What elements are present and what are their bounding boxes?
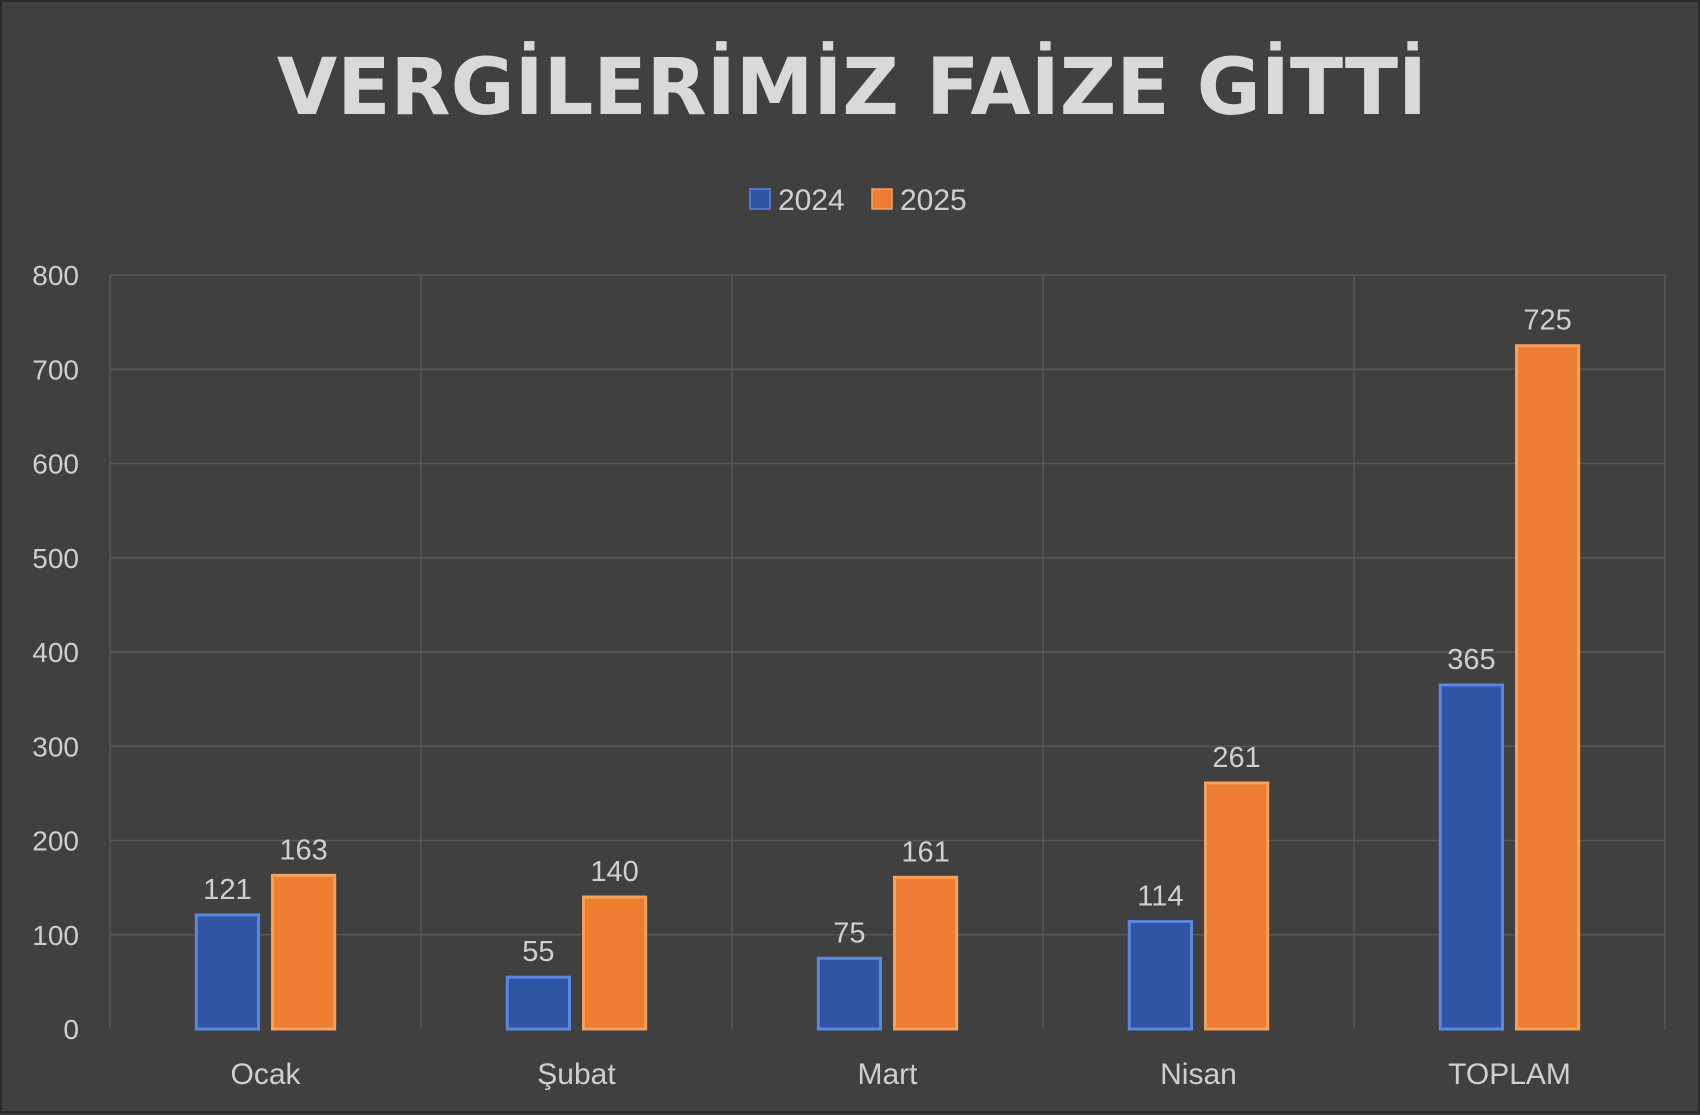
data-label: 163 (279, 834, 327, 866)
bar-2024-Şubat (505, 975, 572, 1031)
y-tick-label: 100 (32, 920, 79, 951)
y-tick-label: 200 (32, 826, 79, 857)
gridlines (109, 274, 1666, 1029)
x-axis: Ocak Şubat Mart Nisan TOPLAM (230, 1058, 1570, 1091)
x-tick-label: TOPLAM (1448, 1058, 1571, 1091)
x-tick-label: Mart (858, 1058, 919, 1091)
data-label: 55 (522, 936, 554, 968)
y-tick-label: 600 (32, 449, 79, 480)
legend-label-2024: 2024 (778, 184, 845, 217)
data-label: 114 (1137, 881, 1183, 913)
legend-label-2025: 2025 (900, 184, 967, 217)
bars (194, 344, 1581, 1031)
bar-2025-Mart (892, 875, 959, 1031)
y-axis: 0 100 200 300 400 500 600 700 800 (32, 260, 79, 1045)
legend-swatch-2025 (871, 188, 893, 210)
data-label: 261 (1212, 742, 1260, 774)
data-labels: 121 163 55 140 75 161 114 261 365 725 (203, 305, 1572, 968)
bar-2024-TOPLAM (1438, 683, 1505, 1031)
data-label: 365 (1447, 644, 1495, 676)
x-tick-label: Şubat (537, 1058, 616, 1091)
data-label: 75 (833, 917, 865, 949)
x-tick-label: Nisan (1160, 1058, 1237, 1091)
chart-title: VERGİLERİMİZ FAİZE GİTTİ (277, 41, 1427, 133)
y-tick-label: 800 (32, 260, 79, 291)
y-tick-label: 400 (32, 637, 79, 668)
bar-2025-TOPLAM (1514, 344, 1581, 1031)
bar-2024-Ocak (194, 913, 261, 1031)
data-label: 121 (203, 874, 251, 906)
data-label: 140 (590, 856, 638, 888)
y-tick-label: 300 (32, 731, 79, 762)
bar-2024-Mart (816, 956, 883, 1031)
data-label: 725 (1523, 305, 1571, 337)
y-tick-label: 0 (63, 1014, 79, 1045)
bar-2025-Ocak (270, 873, 337, 1031)
bar-2024-Nisan (1127, 920, 1194, 1031)
y-tick-label: 500 (32, 543, 79, 574)
y-tick-label: 700 (32, 354, 79, 385)
legend: 2024 2025 (749, 184, 967, 217)
bar-2025-Nisan (1203, 781, 1270, 1031)
data-label: 161 (901, 836, 949, 868)
legend-swatch-2024 (749, 188, 771, 210)
bar-2025-Şubat (581, 895, 648, 1031)
x-tick-label: Ocak (230, 1058, 301, 1091)
